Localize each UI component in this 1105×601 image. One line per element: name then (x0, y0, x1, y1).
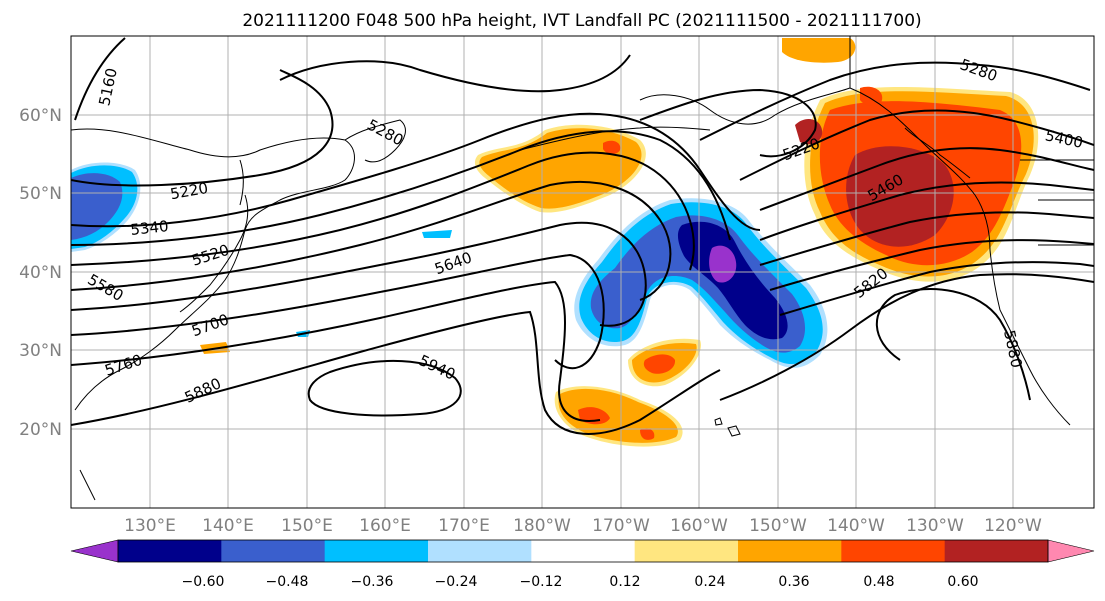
colorbar-segment (841, 540, 946, 562)
ivt-shading (71, 38, 1039, 447)
japan-coastline (179, 194, 249, 313)
negative-anomaly-region-west (422, 230, 452, 238)
lon-tick-label: 140°W (827, 516, 885, 536)
lat-tick-label: 50°N (19, 184, 62, 204)
contour-5820 (719, 273, 1094, 401)
figure-title: 2021111200 F048 500 hPa height, IVT Land… (242, 11, 921, 31)
colorbar-segment (944, 540, 1049, 562)
colorbar-tick-label: 0.48 (863, 574, 894, 590)
positive-anomaly-region-central (479, 128, 642, 209)
lon-tick-label: 160°W (670, 516, 728, 536)
negative-anomaly-region (709, 245, 737, 283)
colorbar-tick-label: 0.36 (778, 574, 809, 590)
lon-tick-label: 180°W (513, 516, 571, 536)
colorbar-min-extension (70, 539, 119, 563)
contour-5400-east (739, 109, 1094, 181)
lon-tick-label: 140°E (202, 516, 254, 536)
contour-5460 (759, 147, 1094, 211)
contour-5280-east (699, 61, 1091, 141)
aleutian-chain (519, 126, 711, 151)
colorbar-segment (738, 540, 842, 562)
colorbar-segment (221, 540, 326, 562)
contour-5700-east (779, 261, 1094, 316)
lon-tick-label: 150°E (281, 516, 333, 536)
lat-tick-label: 20°N (19, 420, 62, 440)
positive-anomaly-region-central (603, 140, 621, 155)
lon-tick-label: 170°W (592, 516, 650, 536)
sakhalin-coastline (239, 159, 244, 206)
contour-5520-east (759, 181, 1094, 241)
colorbar-segment (634, 540, 739, 562)
colorbar-tick-label: 0.24 (694, 574, 725, 590)
lon-tick-label: 130°W (906, 516, 964, 536)
lat-tick-label: 30°N (19, 341, 62, 361)
colorbar-segment (428, 540, 532, 562)
colorbar-segment (118, 540, 222, 562)
hawaii-islands (714, 417, 741, 437)
contour-5880-east (875, 288, 1031, 401)
colorbar-tick-label: 0.12 (609, 574, 640, 590)
positive-anomaly-region-north (860, 86, 883, 106)
negative-anomaly-region (677, 221, 788, 340)
colorbar-tick-label: −0.36 (351, 574, 394, 590)
coastlines (71, 36, 1094, 501)
lon-tick-label: 130°E (124, 516, 176, 536)
contour-5520 (71, 151, 695, 271)
colorbar-outline (117, 539, 1049, 563)
longitude-labels: 130°E 140°E 150°E 160°E 170°E 180°W 170°… (124, 516, 1042, 536)
colorbar-ticks: −0.60 −0.48 −0.36 −0.24 −0.12 0.12 0.24 … (182, 574, 979, 590)
contour-5640-east (769, 239, 1094, 291)
colorbar-segment (531, 540, 636, 562)
contour-label: 5340 (130, 217, 170, 239)
colorbar-segment (324, 540, 429, 562)
contour-5280-west (279, 54, 631, 93)
contour-5580 (71, 181, 672, 301)
colorbar-tick-label: −0.48 (266, 574, 309, 590)
asia-coastline (71, 128, 355, 411)
colorbar: −0.60 −0.48 −0.36 −0.24 −0.12 0.12 0.24 … (70, 539, 1095, 590)
contour-5940 (307, 359, 462, 417)
colorbar-max-extension (1047, 539, 1095, 563)
contour-5640 (71, 221, 647, 327)
colorbar-tick-label: −0.12 (520, 574, 563, 590)
contour-5400-west (71, 130, 731, 246)
positive-anomaly-region-east (846, 146, 954, 247)
contour-5220-east (639, 88, 817, 158)
bc-coastline (904, 127, 971, 179)
positive-anomaly-region-north (782, 38, 856, 63)
contour-5700 (71, 253, 605, 370)
map-frame (70, 35, 1095, 509)
negative-anomaly-region-west (71, 173, 123, 240)
map-panel: 5160 5280 5220 5340 5520 5580 5640 5700 … (71, 36, 1094, 508)
colorbar-tick-label: −0.24 (435, 574, 478, 590)
colorbar-tick-label: −0.60 (182, 574, 225, 590)
contour-5160 (74, 37, 126, 121)
colorbar-segments (118, 540, 1049, 562)
height-contours (71, 37, 1094, 435)
philippines-coastline (79, 469, 96, 501)
lon-tick-label: 160°E (359, 516, 411, 536)
contour-5220-west (71, 69, 334, 187)
lon-tick-label: 150°W (749, 516, 807, 536)
contour-5340 (71, 112, 761, 231)
colorbar-tick-label: 0.60 (947, 574, 978, 590)
lat-tick-label: 40°N (19, 263, 62, 283)
kamchatka-coastline (344, 119, 406, 163)
lon-tick-label: 170°E (438, 516, 490, 536)
contour-5580-east (759, 211, 1094, 266)
positive-anomaly-region-south (640, 428, 655, 440)
positive-anomaly-region-south (643, 354, 676, 374)
contour-5760 (71, 280, 601, 422)
alaska-coastline (639, 87, 851, 125)
latitude-labels: 20°N 30°N 40°N 50°N 60°N (19, 106, 62, 440)
lat-tick-label: 60°N (19, 106, 62, 126)
contour-5880 (71, 310, 721, 435)
lon-tick-label: 120°W (984, 516, 1042, 536)
